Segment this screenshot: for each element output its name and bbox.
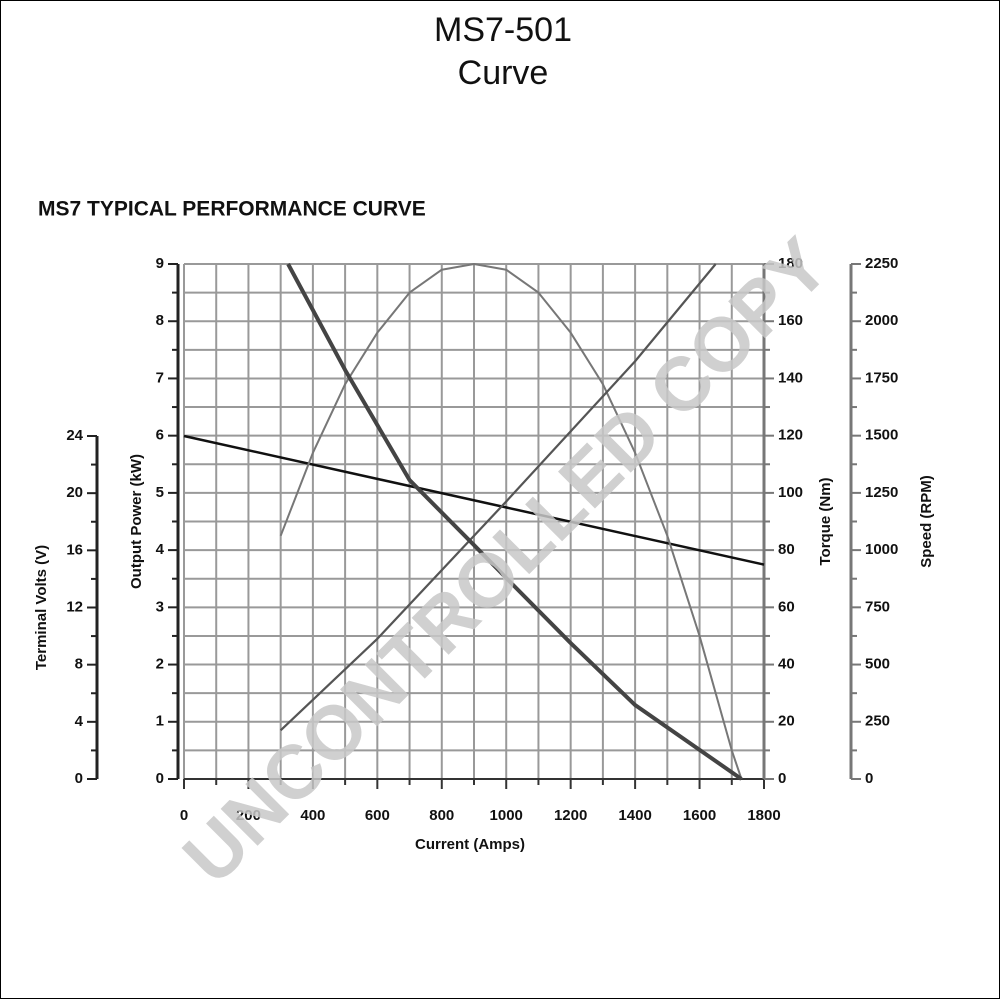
y-tick-label: 1500 (865, 427, 898, 444)
y-tick-label: 1 (156, 713, 164, 730)
y-tick-label: 2000 (865, 312, 898, 329)
page-subtitle: Curve (458, 54, 549, 92)
y-tick-label: 140 (778, 369, 803, 386)
y-tick-label: 120 (778, 427, 803, 444)
y-tick-label: 4 (75, 713, 84, 730)
series-line (279, 263, 743, 780)
y-tick-label: 0 (156, 770, 164, 787)
series-line (183, 434, 765, 566)
y-tick-label: 40 (778, 656, 795, 673)
y-tick-label: 180 (778, 255, 803, 272)
y-tick-label: 2250 (865, 255, 898, 272)
y-tick-label: 12 (66, 598, 83, 615)
y-tick-label: 0 (778, 770, 786, 787)
y-tick-label: 750 (865, 598, 890, 615)
y-tick-label: 160 (778, 312, 803, 329)
series-line (279, 263, 717, 732)
y-tick-label: 4 (156, 541, 165, 558)
y-tick-label: 3 (156, 598, 164, 615)
x-tick-label: 600 (365, 807, 390, 824)
x-tick-label: 1400 (618, 807, 651, 824)
x-tick-label: 200 (236, 807, 261, 824)
y-tick-label: 24 (66, 427, 83, 444)
y-tick-label: 9 (156, 255, 164, 272)
y-axis-label: Speed (RPM) (918, 475, 935, 568)
y-tick-label: 7 (156, 369, 164, 386)
chart-title: MS7 TYPICAL PERFORMANCE CURVE (38, 198, 426, 221)
y-tick-label: 1250 (865, 484, 898, 501)
y-axis-label: Terminal Volts (V) (33, 545, 50, 670)
x-tick-label: 1800 (747, 807, 780, 824)
page-title: MS7-501 (434, 11, 572, 49)
y-tick-label: 8 (75, 656, 83, 673)
y-tick-label: 0 (75, 770, 83, 787)
x-tick-label: 800 (429, 807, 454, 824)
y-tick-label: 16 (66, 541, 83, 558)
plot: 0 200 400 600 800 1000 1200 1400 1600 18000123456… (33, 255, 935, 824)
y-tick-label: 0 (865, 770, 873, 787)
x-tick-label: 400 (300, 807, 325, 824)
y-tick-label: 100 (778, 484, 803, 501)
y-tick-label: 5 (156, 484, 164, 501)
y-tick-label: 60 (778, 598, 795, 615)
y-tick-label: 1000 (865, 541, 898, 558)
x-tick-label: 1000 (490, 807, 523, 824)
y-tick-label: 6 (156, 427, 164, 444)
y-tick-label: 20 (66, 484, 83, 501)
y-tick-label: 250 (865, 713, 890, 730)
x-tick-label: 1600 (683, 807, 716, 824)
y-tick-label: 20 (778, 713, 795, 730)
y-tick-label: 500 (865, 656, 890, 673)
y-axis-label: Output Power (kW) (128, 454, 145, 589)
y-tick-label: 80 (778, 541, 795, 558)
x-tick-label: 1200 (554, 807, 587, 824)
y-axis-label: Torque (Nm) (817, 477, 834, 565)
y-tick-label: 1750 (865, 369, 898, 386)
series-line (286, 263, 743, 781)
y-tick-label: 2 (156, 656, 164, 673)
y-tick-label: 8 (156, 312, 164, 329)
x-tick-label: 0 (180, 807, 188, 824)
x-axis-label: Current (Amps) (415, 836, 525, 853)
